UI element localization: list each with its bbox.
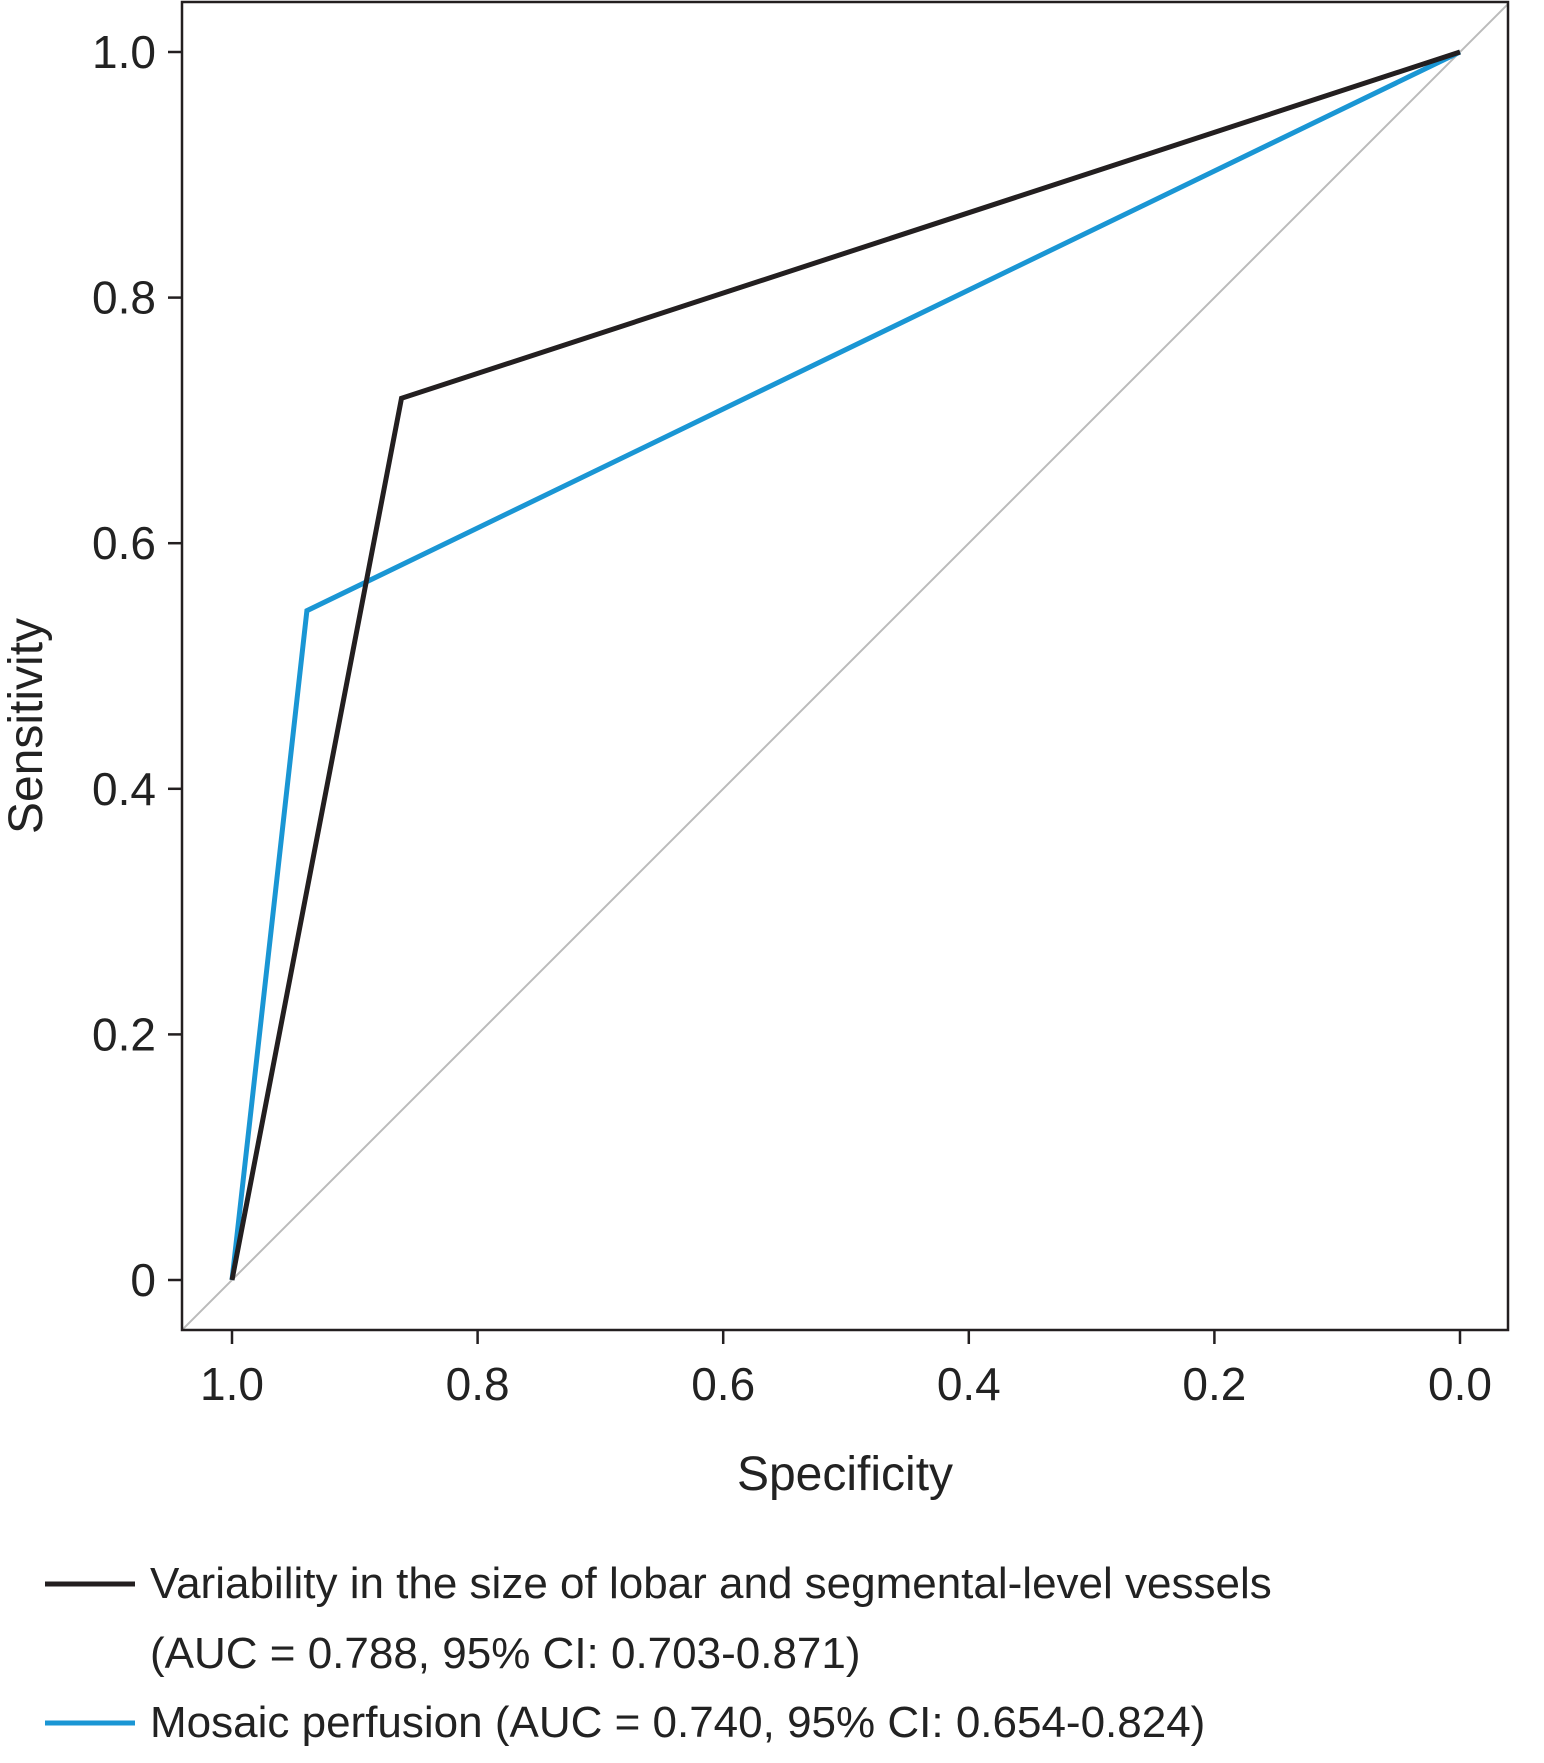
reference-diagonal-line <box>182 2 1508 1330</box>
plot-frame <box>180 0 1510 1332</box>
x-tick-label: 0.0 <box>1428 1358 1492 1410</box>
x-tick-label: 0.4 <box>937 1358 1001 1410</box>
reference-layer <box>182 2 1508 1330</box>
y-tick-label: 0.6 <box>92 517 156 569</box>
x-axis-ticks: 1.0 0.8 0.6 0.4 0.2 0.0 <box>200 1330 1492 1410</box>
x-tick-label: 0.6 <box>691 1358 755 1410</box>
y-tick-label: 0.8 <box>92 272 156 324</box>
legend-label-variability: Variability in the size of lobar and seg… <box>150 1559 1272 1608</box>
roc-line-mosaic <box>229 49 1462 1281</box>
roc-line-variability <box>229 49 1461 1281</box>
x-tick-label: 0.8 <box>446 1358 510 1410</box>
y-tick-label: 0.4 <box>92 763 156 815</box>
y-axis-title: Sensitivity <box>0 618 53 834</box>
y-tick-label: 0.2 <box>92 1008 156 1060</box>
y-tick-label: 0 <box>130 1254 156 1306</box>
x-axis-title: Specificity <box>737 1448 953 1501</box>
x-tick-label: 0.2 <box>1182 1358 1246 1410</box>
series-layer <box>229 49 1462 1281</box>
legend-label-mosaic: Mosaic perfusion (AUC = 0.740, 95% CI: 0… <box>150 1698 1205 1747</box>
x-tick-label: 1.0 <box>200 1358 264 1410</box>
y-axis-ticks: 0 0.2 0.4 0.6 0.8 1.0 <box>92 26 182 1306</box>
legend-note-variability: (AUC = 0.788, 95% CI: 0.703-0.871) <box>150 1629 861 1678</box>
y-tick-label: 1.0 <box>92 26 156 78</box>
legend: Variability in the size of lobar and seg… <box>45 1559 1272 1747</box>
